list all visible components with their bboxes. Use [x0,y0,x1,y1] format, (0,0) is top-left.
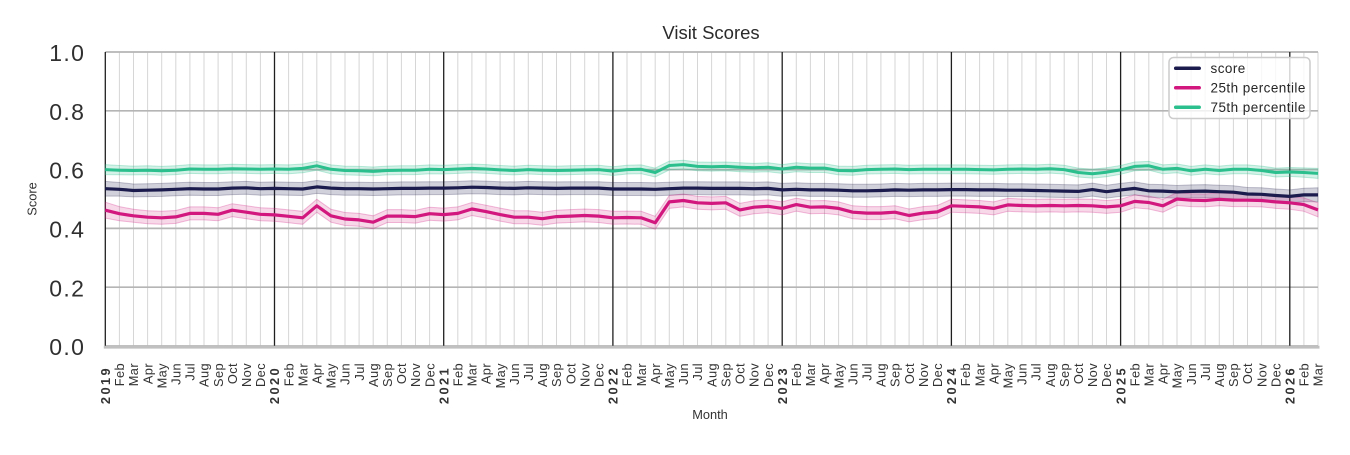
svg-text:Mar: Mar [634,363,649,387]
svg-text:Sep: Sep [719,363,734,387]
svg-text:Jul: Jul [1029,363,1044,381]
svg-text:Mar: Mar [465,363,480,387]
svg-text:0.2: 0.2 [49,275,85,301]
svg-text:Nov: Nov [239,363,254,387]
svg-text:Nov: Nov [916,363,931,387]
svg-text:Nov: Nov [747,363,762,387]
svg-text:Jun: Jun [676,363,691,385]
svg-text:score: score [1211,61,1246,76]
svg-text:May: May [662,363,677,389]
svg-text:Jul: Jul [352,363,367,381]
svg-text:Nov: Nov [408,363,423,387]
svg-text:Jul: Jul [521,363,536,381]
svg-text:Nov: Nov [1085,363,1100,387]
svg-text:Aug: Aug [366,363,381,387]
svg-text:Oct: Oct [902,363,917,384]
svg-text:2020: 2020 [267,366,282,404]
svg-text:Nov: Nov [577,363,592,387]
svg-text:Jun: Jun [507,363,522,385]
svg-text:Aug: Aug [197,363,212,387]
svg-text:Month: Month [692,407,728,422]
svg-text:Mar: Mar [1142,363,1157,387]
svg-text:Oct: Oct [733,363,748,384]
svg-text:0.4: 0.4 [49,217,85,243]
svg-text:Apr: Apr [817,363,832,384]
svg-text:Aug: Aug [874,363,889,387]
svg-text:0.0: 0.0 [49,334,85,360]
svg-text:Jul: Jul [690,363,705,381]
svg-text:Jun: Jun [338,363,353,385]
svg-text:Oct: Oct [563,363,578,384]
svg-text:Oct: Oct [225,363,240,384]
svg-text:25th percentile: 25th percentile [1211,81,1306,96]
svg-text:May: May [831,363,846,389]
svg-text:Sep: Sep [888,363,903,387]
svg-text:2021: 2021 [436,366,451,404]
svg-text:2023: 2023 [775,366,790,404]
svg-text:Dec: Dec [930,363,945,387]
svg-text:Aug: Aug [535,363,550,387]
svg-text:Jun: Jun [1184,363,1199,385]
svg-text:0.6: 0.6 [49,158,85,184]
svg-text:Apr: Apr [648,363,663,384]
svg-text:Oct: Oct [1240,363,1255,384]
svg-text:Mar: Mar [126,363,141,387]
svg-text:Jun: Jun [169,363,184,385]
svg-text:Apr: Apr [986,363,1001,384]
svg-text:Aug: Aug [704,363,719,387]
svg-text:Feb: Feb [112,363,127,386]
svg-text:Jun: Jun [1015,363,1030,385]
svg-text:Dec: Dec [761,363,776,387]
svg-text:May: May [324,363,339,389]
svg-text:Aug: Aug [1043,363,1058,387]
svg-text:Aug: Aug [1212,363,1227,387]
svg-text:Feb: Feb [958,363,973,386]
svg-text:May: May [493,363,508,389]
svg-text:Apr: Apr [479,363,494,384]
svg-text:Dec: Dec [253,363,268,387]
svg-text:Mar: Mar [295,363,310,387]
svg-text:May: May [154,363,169,389]
svg-text:Sep: Sep [380,363,395,387]
svg-text:75th percentile: 75th percentile [1211,100,1306,115]
svg-text:2022: 2022 [606,366,621,404]
svg-text:May: May [1170,363,1185,389]
svg-text:Jul: Jul [860,363,875,381]
svg-text:May: May [1001,363,1016,389]
svg-text:Feb: Feb [620,363,635,386]
svg-text:Dec: Dec [1268,363,1283,387]
svg-text:Feb: Feb [1127,363,1142,386]
svg-text:Sep: Sep [1226,363,1241,387]
svg-text:1.0: 1.0 [49,40,85,66]
svg-text:Mar: Mar [1311,363,1326,387]
svg-text:Feb: Feb [451,363,466,386]
svg-text:Sep: Sep [211,363,226,387]
svg-text:Oct: Oct [1071,363,1086,384]
svg-text:2024: 2024 [944,366,959,404]
svg-text:Nov: Nov [1254,363,1269,387]
svg-text:Feb: Feb [281,363,296,386]
svg-text:Jul: Jul [1198,363,1213,381]
svg-text:Apr: Apr [310,363,325,384]
svg-text:2025: 2025 [1113,366,1128,404]
svg-text:Score: Score [25,182,40,215]
svg-text:Feb: Feb [789,363,804,386]
svg-text:Dec: Dec [1099,363,1114,387]
svg-text:Sep: Sep [1057,363,1072,387]
svg-text:Mar: Mar [803,363,818,387]
svg-text:2019: 2019 [98,366,113,404]
svg-text:Dec: Dec [422,363,437,387]
svg-text:Dec: Dec [592,363,607,387]
svg-text:0.8: 0.8 [49,99,85,125]
svg-text:Sep: Sep [549,363,564,387]
svg-text:2026: 2026 [1283,366,1298,404]
svg-text:Feb: Feb [1297,363,1312,386]
svg-text:Jun: Jun [845,363,860,385]
svg-text:Apr: Apr [1156,363,1171,384]
svg-text:Visit Scores: Visit Scores [662,22,759,43]
svg-text:Apr: Apr [140,363,155,384]
svg-text:Jul: Jul [183,363,198,381]
svg-text:Mar: Mar [972,363,987,387]
svg-text:Oct: Oct [394,363,409,384]
